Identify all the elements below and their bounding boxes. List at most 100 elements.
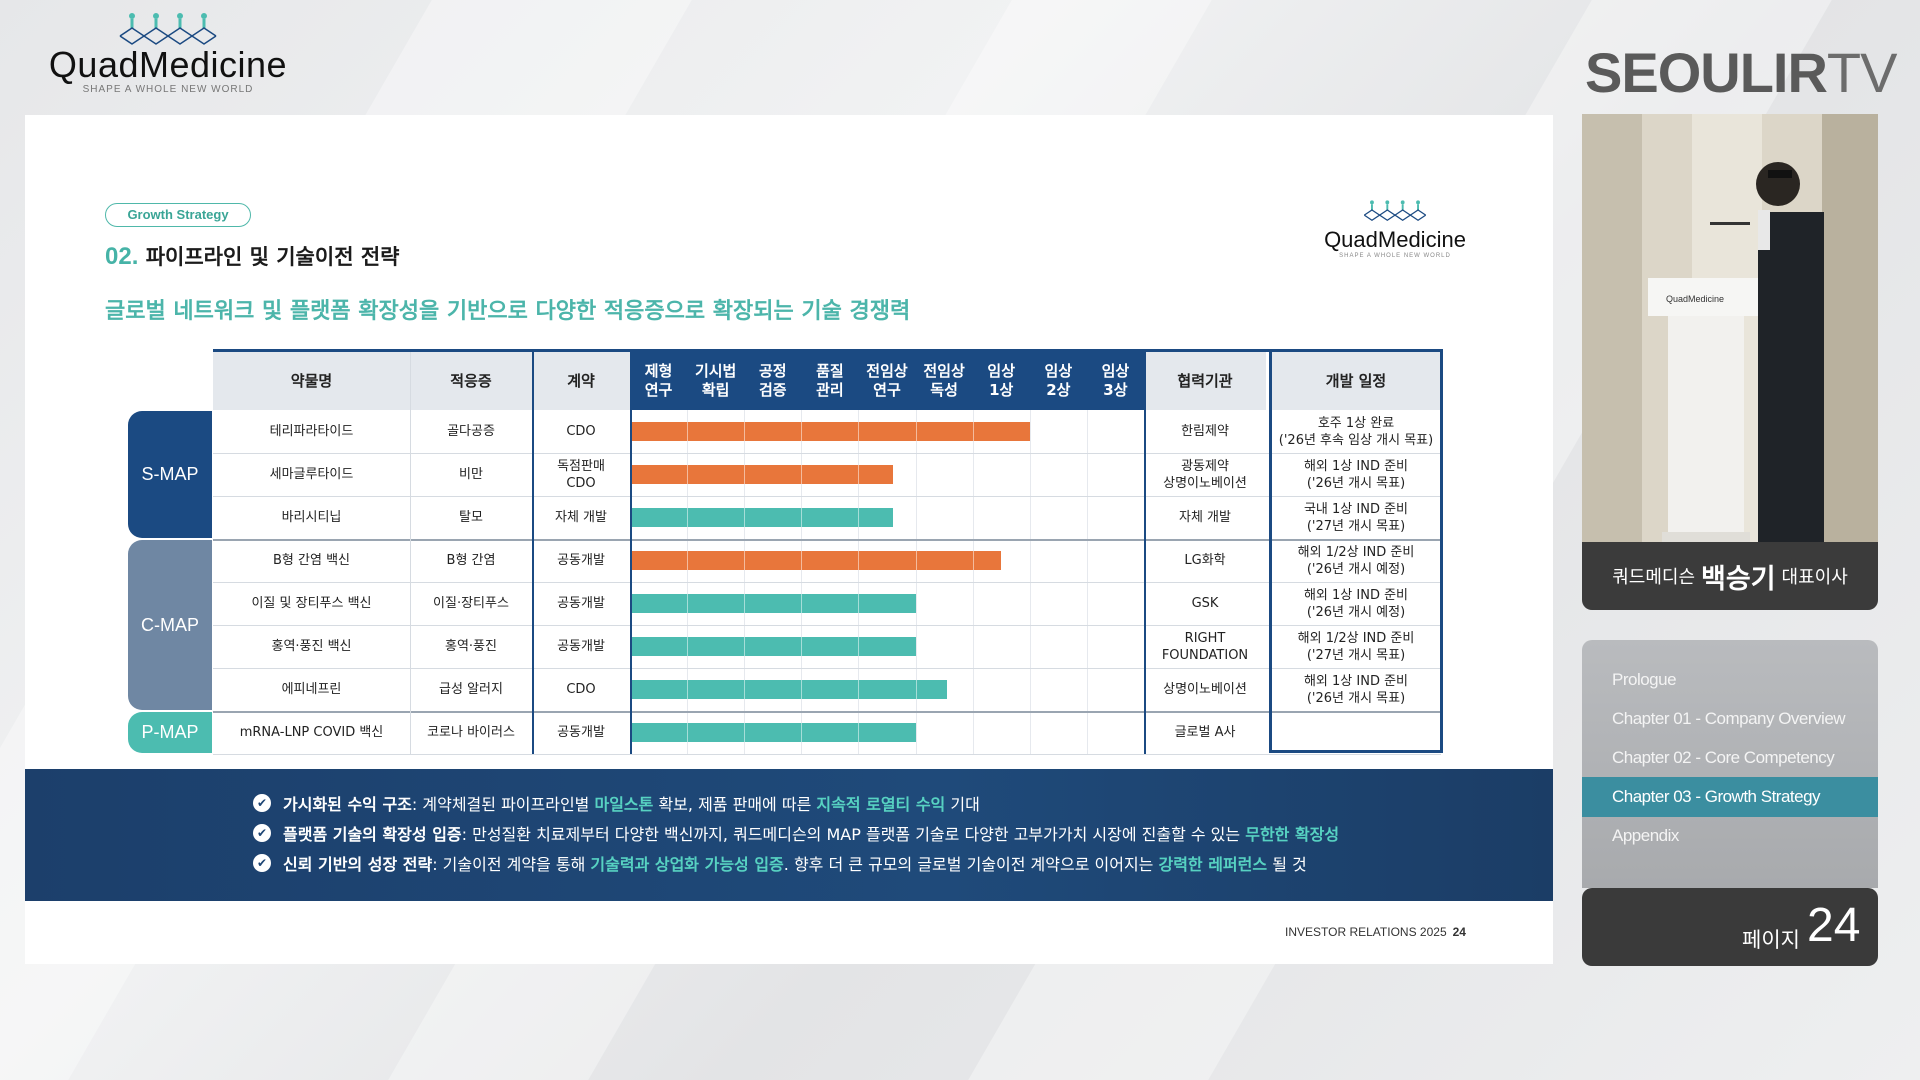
progress-bar <box>632 680 947 699</box>
speaker-name: 백승기 <box>1701 563 1776 595</box>
cell-partner: 자체 개발 <box>1179 510 1231 525</box>
cell-partner: 광동제약 상명이노베이션 <box>1163 458 1247 491</box>
summary-item: ✔ 플랫폼 기술의 확장성 입증: 만성질환 치료제부터 다양한 백신까지, 쿼드… <box>253 821 1339 845</box>
cell-indication: 이질·장티푸스 <box>433 596 509 611</box>
bar-divider <box>801 723 803 742</box>
bar-divider <box>972 422 974 441</box>
chapter-item[interactable]: Chapter 01 - Company Overview <box>1612 709 1846 728</box>
cell-partner: GSK <box>1191 596 1219 611</box>
header-contract: 계약 <box>532 352 630 410</box>
header-stage: 제형 연구 <box>630 352 688 410</box>
bar-divider <box>687 422 689 441</box>
progress-bar <box>632 422 1030 441</box>
cell-indication: 탈모 <box>459 510 483 525</box>
cell-contract: 독점판매 CDO <box>557 458 605 491</box>
summary-bold: 신뢰 기반의 성장 전략 <box>283 855 433 874</box>
footer-page-number: 24 <box>1452 925 1466 939</box>
cell-contract: 공동개발 <box>557 596 605 611</box>
cell-partner: 한림제약 <box>1181 424 1229 439</box>
bar-divider <box>858 508 860 527</box>
header-partner: 협력기관 <box>1144 352 1266 410</box>
summary-text: : 계약체결된 파이프라인별 <box>411 795 595 814</box>
column-divider-strong <box>630 349 632 754</box>
group-label: S-MAP <box>128 411 212 538</box>
cell-schedule: 해외 1/2상 IND 준비 ('26년 개시 예정) <box>1297 544 1415 577</box>
logo-name: QuadMedicine <box>48 44 288 85</box>
header-drug: 약물명 <box>213 352 410 410</box>
cell-contract: CDO <box>566 682 596 697</box>
summary-text: 확보, 제품 판매에 따른 <box>653 795 817 814</box>
speaker-company: 쿼드메디슨 <box>1612 567 1696 588</box>
speaker-video-image <box>1582 114 1878 542</box>
bar-divider <box>858 594 860 613</box>
bar-divider <box>744 422 746 441</box>
cell-drug: B형 간염 백신 <box>273 553 350 568</box>
bar-divider <box>858 680 860 699</box>
channel-brand-light: TV <box>1826 41 1898 104</box>
speaker-video: QuadMedicine <box>1582 114 1878 542</box>
cell-drug: 에피네프린 <box>281 682 342 697</box>
summary-highlight: 마일스톤 <box>594 795 654 814</box>
header-indication: 적응증 <box>410 352 532 410</box>
channel-brand-bold: SEOULIR <box>1585 41 1828 104</box>
slide-logo-name: QuadMedicine <box>1324 227 1466 252</box>
chapter-item[interactable]: Appendix <box>1612 826 1679 845</box>
summary-bold: 플랫폼 기술의 확장성 입증 <box>283 825 462 844</box>
table-row-line <box>213 754 1441 755</box>
page-indicator: 페이지 24 <box>1582 888 1878 966</box>
summary-text: : 기술이전 계약을 통해 <box>432 855 591 874</box>
summary-text: . 향후 더 큰 규모의 글로벌 기술이전 계약으로 이어지는 <box>783 855 1159 874</box>
bar-divider <box>915 680 917 699</box>
summary-text: 기대 <box>945 795 980 814</box>
header-stage: 전임상 독성 <box>915 352 973 410</box>
chapter-item[interactable]: Prologue <box>1612 670 1677 689</box>
summary-band: ✔ 가시화된 수익 구조: 계약체결된 파이프라인별 마일스톤 확보, 제품 판매… <box>25 769 1553 901</box>
schedule-column-frame <box>1269 349 1443 753</box>
summary-highlight: 강력한 레퍼런스 <box>1158 855 1268 874</box>
progress-bar <box>632 465 893 484</box>
summary-item: ✔ 신뢰 기반의 성장 전략: 기술이전 계약을 통해 기술력과 상업화 가능성 … <box>253 851 1307 875</box>
channel-brand: SEOULIRTV <box>1585 40 1898 105</box>
summary-bold: 가시화된 수익 구조 <box>283 795 412 814</box>
bar-divider <box>687 680 689 699</box>
summary-text: : 만성질환 치료제부터 다양한 백신까지, 쿼드메디슨의 MAP 플랫폼 기술… <box>461 825 1246 844</box>
bar-divider <box>801 680 803 699</box>
bar-divider <box>744 594 746 613</box>
presentation-slide: Growth Strategy 02. 파이프라인 및 기술이전 전략 글로벌 … <box>25 115 1553 964</box>
header-schedule: 개발 일정 <box>1269 352 1443 410</box>
chapter-item[interactable]: Chapter 03 - Growth Strategy <box>1582 777 1878 817</box>
slide-title-number: 02. <box>105 243 139 270</box>
progress-bar <box>632 637 916 656</box>
bar-divider <box>687 594 689 613</box>
bar-divider <box>744 723 746 742</box>
summary-item: ✔ 가시화된 수익 구조: 계약체결된 파이프라인별 마일스톤 확보, 제품 판매… <box>253 791 980 815</box>
summary-text: 될 것 <box>1267 855 1307 874</box>
slide-title: 02. 파이프라인 및 기술이전 전략 <box>105 241 399 271</box>
table-row-line <box>213 625 1441 626</box>
slide-logo: QuadMedicine SHAPE A WHOLE NEW WORLD <box>1315 197 1475 259</box>
summary-highlight: 기술력과 상업화 가능성 입증 <box>590 855 784 874</box>
logo-tagline: SHAPE A WHOLE NEW WORLD <box>82 84 254 95</box>
cell-contract: 공동개발 <box>557 639 605 654</box>
column-divider <box>410 352 411 754</box>
group-label: P-MAP <box>128 712 212 753</box>
chapter-menu: Prologue Chapter 01 - Company Overview Cha… <box>1582 640 1878 888</box>
chapter-item[interactable]: Chapter 02 - Core Competency <box>1612 748 1835 767</box>
progress-bar <box>632 594 916 613</box>
bar-divider <box>858 465 860 484</box>
checkmark-icon: ✔ <box>253 794 271 812</box>
table-row-line <box>213 582 1441 583</box>
cell-indication: 코로나 바이러스 <box>427 725 515 740</box>
cell-indication: 비만 <box>459 467 483 482</box>
table-header-topline <box>213 349 1441 352</box>
cell-contract: 자체 개발 <box>555 510 607 525</box>
header-stage: 임상 2상 <box>1029 352 1087 410</box>
cell-drug: 바리시티닙 <box>281 510 342 525</box>
header-stage: 임상 3상 <box>1086 352 1144 410</box>
cell-contract: 공동개발 <box>557 725 605 740</box>
column-divider-strong <box>1144 349 1146 754</box>
progress-bar <box>632 723 916 742</box>
cell-schedule: 국내 1상 IND 준비 ('27년 개시 목표) <box>1303 501 1409 534</box>
cell-partner: LG화학 <box>1184 553 1226 568</box>
bar-divider <box>687 551 689 570</box>
